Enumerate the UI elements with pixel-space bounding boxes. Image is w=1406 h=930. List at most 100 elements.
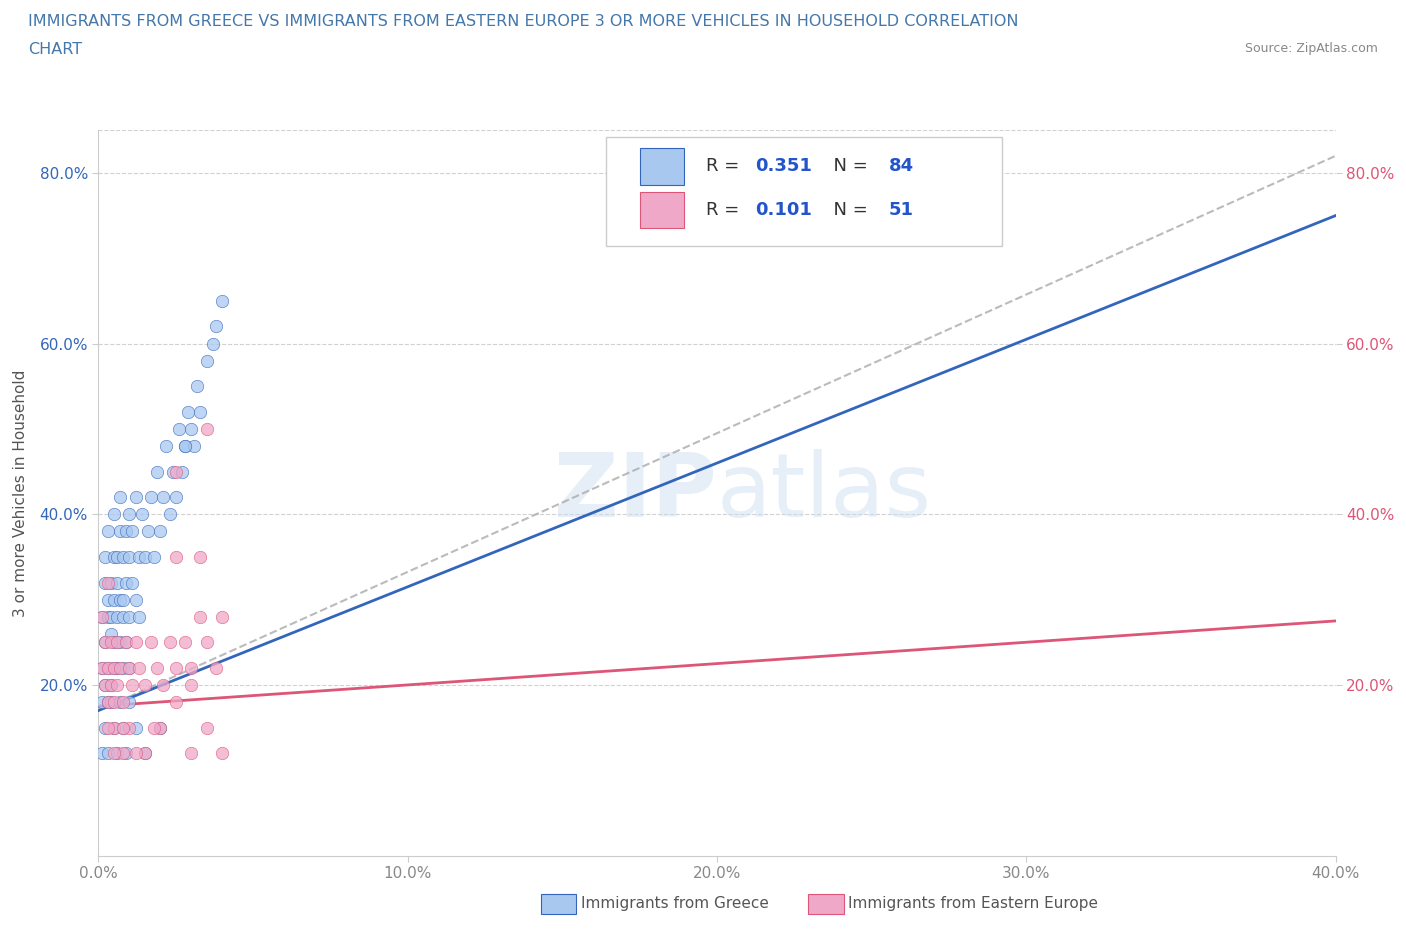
Point <box>105 660 128 675</box>
Point <box>124 592 146 607</box>
Point <box>112 609 135 624</box>
Point <box>112 592 135 607</box>
Point <box>162 464 184 479</box>
Point <box>105 677 128 692</box>
Point <box>190 405 212 419</box>
Point <box>180 677 202 692</box>
Point <box>108 524 131 538</box>
Point <box>159 635 181 650</box>
Point <box>118 609 141 624</box>
Point <box>195 421 218 436</box>
Point <box>97 660 120 675</box>
Point <box>165 550 187 565</box>
Point <box>112 746 135 761</box>
Point <box>100 677 122 692</box>
Point <box>103 720 125 735</box>
Point <box>180 421 202 436</box>
Point <box>149 524 172 538</box>
Point <box>100 695 122 710</box>
Text: R =: R = <box>706 157 745 176</box>
Point <box>183 439 205 454</box>
Point <box>134 550 156 565</box>
Point <box>118 507 141 522</box>
Point <box>118 550 141 565</box>
Point <box>90 660 112 675</box>
Point <box>136 524 159 538</box>
Point <box>103 550 125 565</box>
Point <box>124 635 146 650</box>
Point <box>105 550 128 565</box>
Point <box>115 524 138 538</box>
Point <box>177 405 200 419</box>
Point <box>167 421 190 436</box>
Point <box>165 490 187 505</box>
Point <box>124 490 146 505</box>
FancyBboxPatch shape <box>640 192 683 228</box>
Point <box>174 439 197 454</box>
Point <box>103 635 125 650</box>
Point <box>105 575 128 590</box>
Point <box>100 626 122 641</box>
Text: 51: 51 <box>889 201 914 219</box>
Point <box>112 550 135 565</box>
Text: Source: ZipAtlas.com: Source: ZipAtlas.com <box>1244 42 1378 55</box>
Point <box>134 746 156 761</box>
Point <box>152 490 174 505</box>
Point <box>139 635 162 650</box>
Point <box>195 635 218 650</box>
Point <box>143 720 166 735</box>
Point <box>105 635 128 650</box>
Point <box>170 464 193 479</box>
Point <box>205 319 228 334</box>
Point <box>90 609 112 624</box>
Text: N =: N = <box>823 157 873 176</box>
Point <box>201 336 224 351</box>
Point <box>186 379 208 393</box>
Point <box>128 660 150 675</box>
Text: atlas: atlas <box>717 449 932 537</box>
Point <box>103 746 125 761</box>
Point <box>93 720 115 735</box>
Text: 0.351: 0.351 <box>755 157 813 176</box>
Point <box>108 490 131 505</box>
Point <box>121 524 143 538</box>
Point <box>180 660 202 675</box>
Point <box>103 695 125 710</box>
Text: Immigrants from Greece: Immigrants from Greece <box>581 897 769 911</box>
Y-axis label: 3 or more Vehicles in Household: 3 or more Vehicles in Household <box>14 369 28 617</box>
Point <box>105 609 128 624</box>
Point <box>112 660 135 675</box>
Text: Immigrants from Eastern Europe: Immigrants from Eastern Europe <box>848 897 1098 911</box>
Point <box>97 524 120 538</box>
Point <box>128 550 150 565</box>
Point <box>155 439 177 454</box>
Point <box>105 746 128 761</box>
Point <box>139 490 162 505</box>
Point <box>149 720 172 735</box>
Point <box>115 746 138 761</box>
Text: 84: 84 <box>889 157 914 176</box>
Point <box>90 746 112 761</box>
Point <box>152 677 174 692</box>
Point <box>134 746 156 761</box>
Point <box>103 660 125 675</box>
Point <box>205 660 228 675</box>
Point <box>93 677 115 692</box>
Point <box>112 720 135 735</box>
Point <box>190 550 212 565</box>
Point <box>180 746 202 761</box>
Point <box>128 609 150 624</box>
Point <box>90 695 112 710</box>
Point <box>108 695 131 710</box>
Point <box>115 575 138 590</box>
Point <box>195 353 218 368</box>
Point <box>174 439 197 454</box>
Text: CHART: CHART <box>28 42 82 57</box>
Point <box>103 720 125 735</box>
Text: R =: R = <box>706 201 745 219</box>
Point <box>100 609 122 624</box>
Point <box>97 609 120 624</box>
Point <box>131 507 153 522</box>
Point <box>100 677 122 692</box>
Text: ZIP: ZIP <box>554 449 717 537</box>
